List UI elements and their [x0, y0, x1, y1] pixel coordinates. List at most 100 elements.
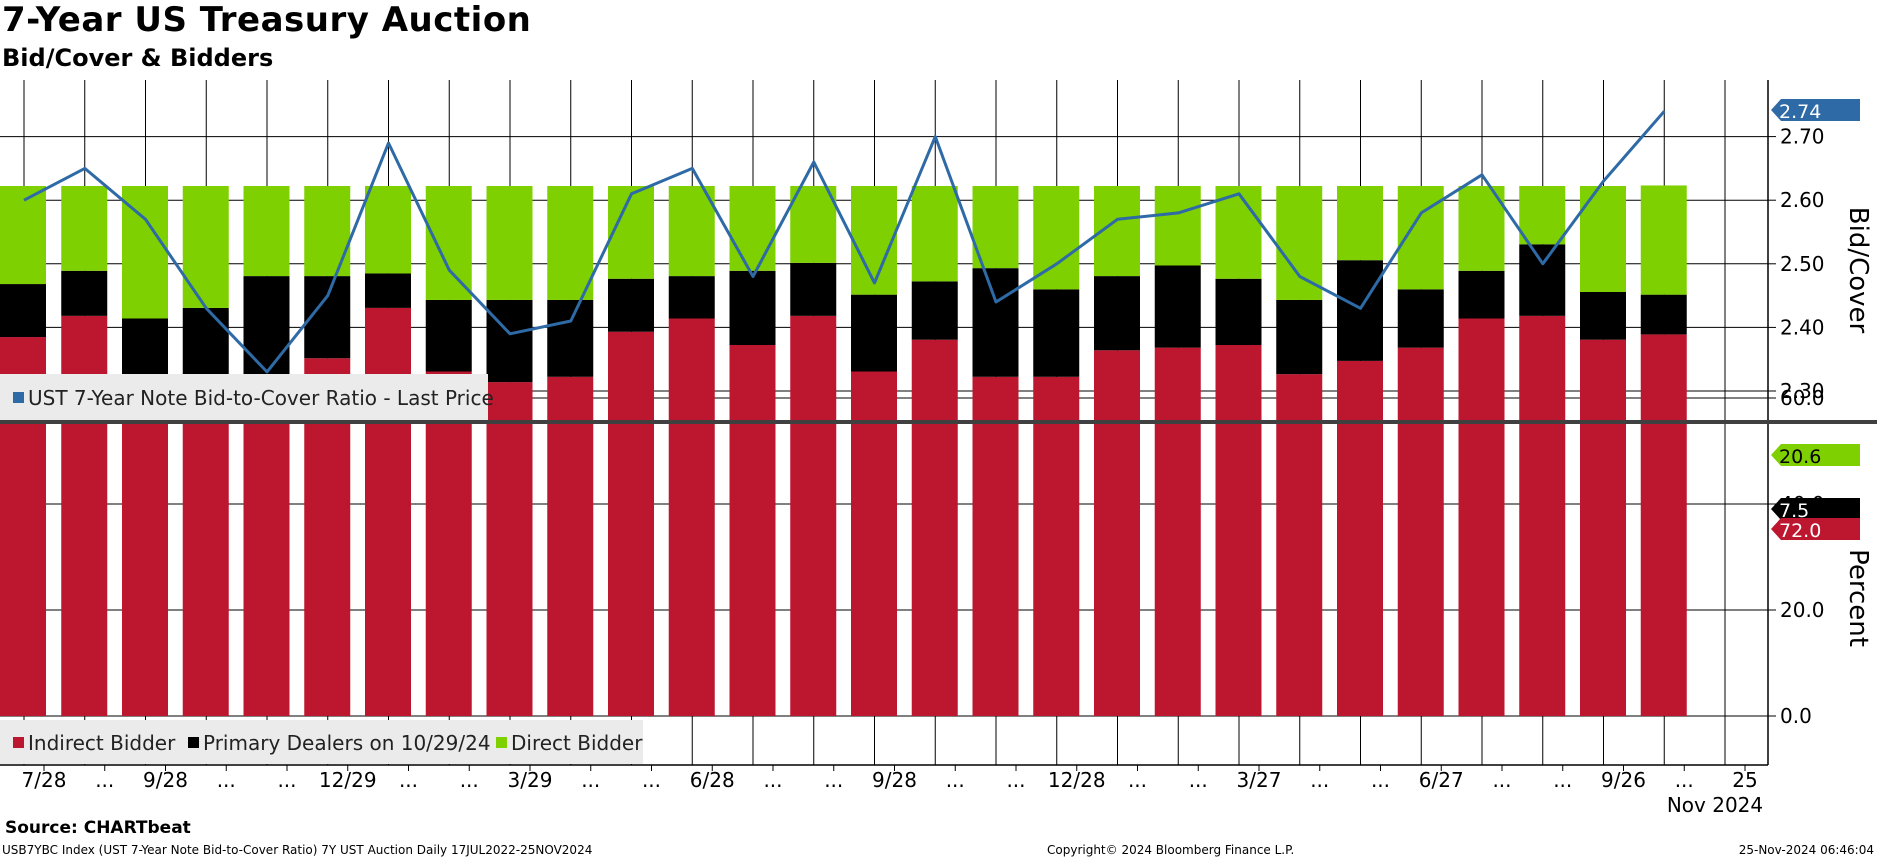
- x-tick-label: 25: [1732, 768, 1757, 792]
- tag-indirect-shape: [1771, 518, 1860, 540]
- bar-indirect: [911, 339, 958, 716]
- bar-indirect: [1215, 345, 1262, 716]
- tag-indirect-value: 72.0: [1779, 520, 1821, 542]
- line-legend-swatch: [13, 392, 24, 403]
- bar-primary: [1094, 276, 1140, 351]
- bar-direct: [668, 186, 715, 277]
- tag-primary: 7.5: [1771, 498, 1860, 522]
- bar-primary: [1640, 294, 1687, 335]
- line-legend-box: [0, 374, 488, 420]
- tag-direct-shape: [1771, 444, 1860, 466]
- bar-primary: [729, 270, 776, 345]
- bid-cover-tick-label: 2.40: [1780, 315, 1825, 339]
- x-tick-label: 6/27: [1419, 768, 1464, 792]
- x-tick-label: ...: [824, 768, 843, 792]
- bar-primary: [972, 268, 1019, 377]
- primary-legend-label: Primary Dealers on 10/29/24: [203, 731, 491, 755]
- bar-direct: [790, 186, 837, 263]
- bar-primary: [790, 262, 837, 316]
- bid-cover-tick-label: 2.50: [1780, 252, 1825, 276]
- bar-indirect: [790, 315, 837, 716]
- x-tick-label: 7/28: [22, 768, 67, 792]
- bar-indirect: [425, 371, 472, 716]
- bar-direct: [0, 186, 46, 285]
- percent-tick-label: 60.0: [1780, 386, 1825, 410]
- tag-primary-value: 7.5: [1779, 500, 1809, 522]
- bar-direct: [547, 186, 594, 300]
- x-tick-label: ...: [1492, 768, 1511, 792]
- x-tick-label: 12/29: [319, 768, 377, 792]
- bar-primary: [122, 318, 168, 385]
- x-tick-label: ...: [95, 768, 114, 792]
- x-tick-label: ...: [1128, 768, 1147, 792]
- bar-direct: [972, 186, 1019, 269]
- x-tick-label: ...: [1553, 768, 1572, 792]
- footer-timestamp: 25-Nov-2024 06:46:04: [1738, 843, 1874, 857]
- bar-primary: [1337, 260, 1383, 361]
- x-tick-label: ...: [399, 768, 418, 792]
- bar-direct: [911, 186, 958, 282]
- bar-primary: [425, 299, 472, 372]
- x-tick-label: ...: [581, 768, 600, 792]
- tag-primary-shape: [1771, 498, 1860, 520]
- bar-indirect: [547, 376, 594, 716]
- percent-tick-label: 20.0: [1780, 598, 1825, 622]
- bar-primary: [182, 307, 229, 383]
- bar-primary: [1397, 289, 1444, 348]
- bar-direct: [365, 186, 411, 274]
- bar-direct: [61, 186, 108, 271]
- bar-direct: [304, 186, 351, 277]
- bar-primary: [1215, 278, 1262, 345]
- bar-direct: [425, 186, 472, 300]
- bar-primary: [851, 294, 897, 372]
- bid-cover-tick-label: 2.70: [1780, 125, 1825, 149]
- x-tick-label: 3/27: [1237, 768, 1282, 792]
- bar-direct: [486, 186, 533, 300]
- bar-primary: [1033, 289, 1080, 377]
- stacked-bars: [0, 185, 1687, 716]
- bid-cover-line-group: [23, 110, 1666, 374]
- bid-cover-axis-title: Bid/Cover: [1843, 207, 1873, 334]
- direct-legend-label: Direct Bidder: [511, 731, 643, 755]
- x-tick-label: ...: [642, 768, 661, 792]
- bar-indirect: [1640, 334, 1687, 716]
- bar-primary: [0, 284, 46, 338]
- bar-legend: Indirect Bidder Primary Dealers on 10/29…: [0, 720, 643, 764]
- tag-bid-cover: 2.74: [1771, 99, 1860, 123]
- bar-direct: [1458, 186, 1505, 271]
- bar-direct: [1640, 185, 1687, 295]
- bar-primary: [1276, 299, 1323, 375]
- bar-direct: [1337, 186, 1383, 261]
- bar-indirect: [729, 345, 776, 716]
- bar-indirect: [1458, 318, 1505, 716]
- x-tick-label: ...: [217, 768, 236, 792]
- bar-direct: [1519, 186, 1566, 245]
- x-tick-label: ...: [1371, 768, 1390, 792]
- bar-indirect: [365, 307, 411, 716]
- x-tick-label: 12/28: [1048, 768, 1106, 792]
- chart-title: 7-Year US Treasury Auction: [2, 0, 532, 40]
- bar-indirect: [182, 382, 229, 716]
- bar-primary: [1580, 292, 1626, 340]
- bar-primary: [61, 270, 108, 316]
- bar-indirect: [1276, 374, 1323, 716]
- bar-indirect: [1094, 350, 1140, 716]
- bar-direct: [243, 186, 290, 277]
- bar-primary: [1458, 270, 1505, 319]
- y-axes: 2.302.402.502.602.700.020.040.060.0: [1767, 80, 1825, 765]
- bar-primary: [547, 299, 594, 377]
- bar-legend-box: [0, 720, 643, 764]
- bar-direct: [1154, 186, 1201, 266]
- footer-copyright: Copyright© 2024 Bloomberg Finance L.P.: [1047, 843, 1295, 857]
- line-legend: UST 7-Year Note Bid-to-Cover Ratio - Las…: [0, 374, 494, 420]
- bid-cover-tick-label: 2.30: [1780, 379, 1825, 403]
- bar-direct: [608, 186, 654, 279]
- bar-direct: [851, 186, 897, 295]
- tag-direct: 20.6: [1771, 444, 1860, 468]
- x-axis: 7/28... 9/28...... 12/29...... 3/29...... 6/…: [0, 764, 1768, 817]
- bar-indirect: [1580, 339, 1626, 716]
- x-tick-label: ...: [763, 768, 782, 792]
- direct-legend-swatch: [496, 737, 507, 748]
- bar-indirect: [243, 387, 290, 716]
